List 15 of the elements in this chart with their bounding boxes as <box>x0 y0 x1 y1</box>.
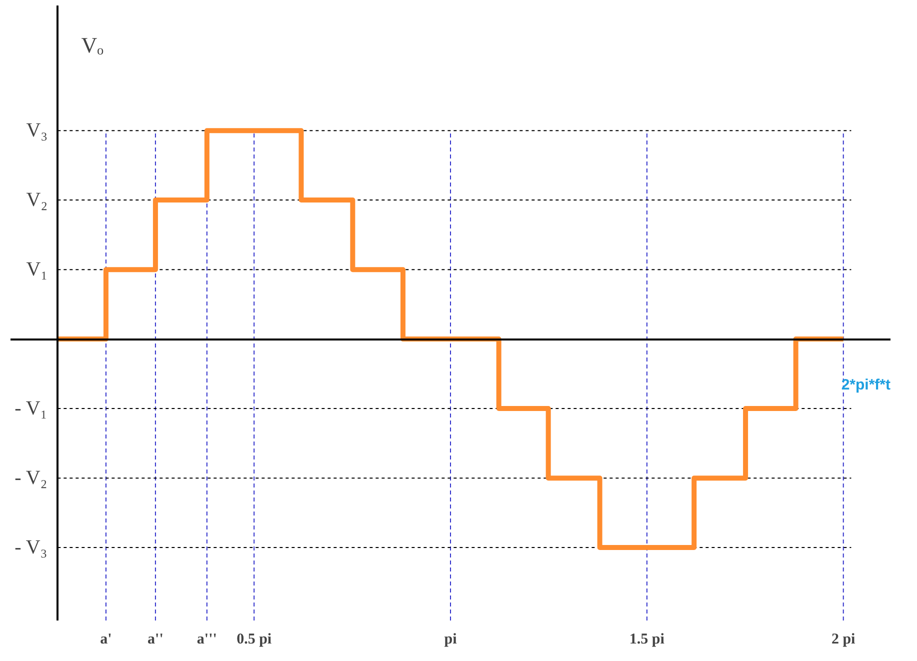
annotation: V₁ <box>26 258 48 281</box>
x-tick-label: a''' <box>196 632 217 648</box>
x-tick-label: pi <box>444 632 457 648</box>
annotation: - V₃ <box>14 536 48 559</box>
x-axis-title: 2*pi*f*t <box>841 376 891 394</box>
x-tick-label: a'' <box>148 632 164 648</box>
x-tick-label: a' <box>100 632 112 648</box>
annotation: V₂ <box>26 189 48 212</box>
annotation: V₃ <box>26 120 48 142</box>
annotation: - V₂ <box>14 467 48 490</box>
annotation: - V₁ <box>14 397 48 420</box>
x-tick-label: 0.5 pi <box>236 632 272 648</box>
y-axis-title: Vₒ <box>81 32 104 58</box>
x-tick-label: 2 pi <box>831 632 856 648</box>
x-tick-label: 1.5 pi <box>629 632 664 648</box>
